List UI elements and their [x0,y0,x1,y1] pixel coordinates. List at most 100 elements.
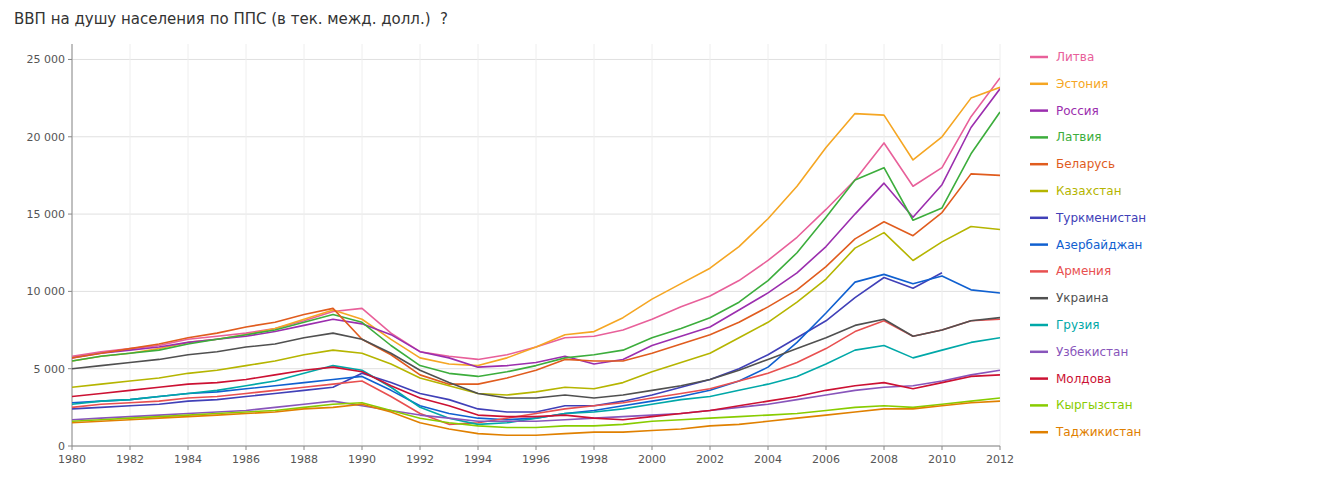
series-line [72,78,1000,359]
y-tick-label: 20 000 [27,131,66,144]
x-tick-label: 1994 [464,453,492,466]
x-tick-label: 2002 [696,453,724,466]
x-axis-line [72,446,1000,447]
legend-swatch [1030,351,1048,354]
y-tick [68,368,72,369]
x-tick-label: 1990 [348,453,376,466]
x-tick [768,446,769,450]
legend-swatch [1030,163,1048,166]
series-line [72,319,1000,424]
y-tick-label: 10 000 [27,285,66,298]
x-grid-line [536,44,537,446]
y-tick-label: 25 000 [27,53,66,66]
legend-swatch [1030,56,1048,59]
x-tick [72,446,73,450]
legend-swatch [1030,109,1048,112]
x-tick [130,446,131,450]
legend-label: Россия [1056,104,1099,118]
x-grid-line [188,44,189,446]
series-line [72,274,1000,419]
legend-label: Латвия [1056,130,1101,144]
legend-label: Грузия [1056,318,1099,332]
y-tick-label: 0 [58,440,65,453]
legend-label: Украина [1056,291,1109,305]
x-tick-label: 2000 [638,453,666,466]
x-tick-label: 1986 [232,453,260,466]
lines [72,78,1000,435]
legend-label: Кыргызстан [1056,398,1133,412]
y-tick [68,214,72,215]
legend-label: Туркменистан [1055,211,1146,225]
x-tick-label: 2010 [928,453,956,466]
series-line [72,89,1000,367]
legend-swatch [1030,190,1048,193]
x-tick-label: 1992 [406,453,434,466]
legend-label: Казахстан [1056,184,1122,198]
legend: Литва Эстония Россия Латвия Беларусь Казахста… [1030,50,1146,439]
y-tick [68,136,72,137]
x-tick [536,446,537,450]
legend-swatch [1030,431,1048,434]
x-tick [478,446,479,450]
x-grid-line [304,44,305,446]
y-tick-label: 5 000 [34,363,66,376]
x-grid-line [130,44,131,446]
legend-swatch [1030,404,1048,407]
series-line [72,401,1000,435]
x-grid-line [1000,44,1001,446]
legend-swatch [1030,83,1048,86]
x-tick-label: 1988 [290,453,318,466]
legend-swatch [1030,217,1048,220]
legend-label: Узбекистан [1056,345,1128,359]
legend-swatch [1030,297,1048,300]
legend-label: Литва [1056,50,1094,64]
x-grid-line [884,44,885,446]
x-tick [1000,446,1001,450]
legend-label: Беларусь [1056,157,1115,171]
x-grid-line [478,44,479,446]
x-grid-line [710,44,711,446]
x-grid-line [420,44,421,446]
x-tick [362,446,363,450]
y-grid-line [72,446,1000,447]
x-tick-label: 2006 [812,453,840,466]
title: ВВП на душу населения по ППС (в тек. меж… [14,10,448,28]
series-line [72,226,1000,395]
x-tick [188,446,189,450]
x-tick [710,446,711,450]
series-line [72,318,1000,398]
y-axis-line [72,44,73,446]
series-line [72,398,1000,427]
x-tick-label: 1998 [580,453,608,466]
legend-label: Таджикистан [1055,425,1141,439]
legend-label: Эстония [1056,77,1108,91]
x-tick [826,446,827,450]
x-tick-label: 2004 [754,453,782,466]
legend-swatch [1030,270,1048,273]
x-tick-label: 2012 [986,453,1014,466]
x-grid-line [942,44,943,446]
legend-swatch [1030,324,1048,327]
legend-label: Азербайджан [1056,238,1142,252]
legend-swatch [1030,377,1048,380]
legend-swatch [1030,243,1048,246]
x-grid-line [362,44,363,446]
x-tick [884,446,885,450]
x-tick [942,446,943,450]
x-grid-line [594,44,595,446]
x-grid-line [768,44,769,446]
legend-label: Армения [1056,264,1111,278]
grid [72,44,1000,446]
x-tick [420,446,421,450]
axes: 05 00010 00015 00020 00025 0001980198219… [27,44,1015,466]
y-tick-label: 15 000 [27,208,66,221]
x-tick-label: 1982 [116,453,144,466]
y-tick [68,446,72,447]
x-tick [594,446,595,450]
x-tick-label: 1996 [522,453,550,466]
y-tick [68,291,72,292]
x-tick-label: 2008 [870,453,898,466]
x-grid-line [652,44,653,446]
legend-label: Молдова [1056,372,1111,386]
x-tick [304,446,305,450]
